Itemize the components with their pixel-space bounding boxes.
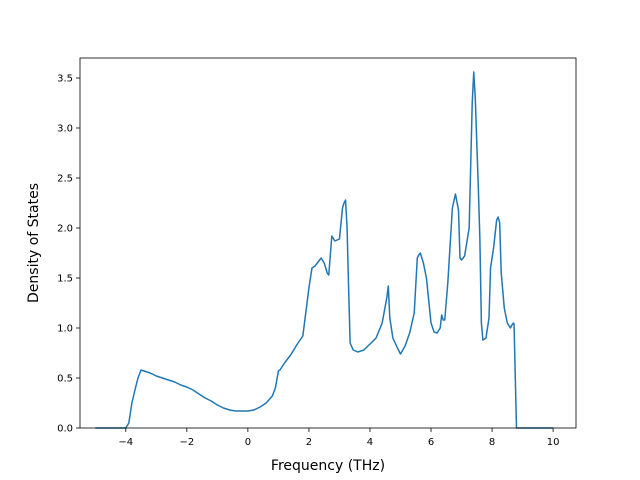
plot-frame <box>79 57 577 429</box>
x-tick-label: 10 <box>547 437 560 448</box>
y-tick-label: 1.0 <box>57 324 73 335</box>
y-tick-label: 0.5 <box>57 374 73 385</box>
dos-series-line <box>95 71 554 429</box>
y-tick-label: 0.0 <box>57 424 73 435</box>
plot-background <box>80 58 576 428</box>
y-axis-label: Density of States <box>26 183 42 303</box>
x-tick-label: 2 <box>306 437 312 448</box>
x-tick-label: 8 <box>489 437 495 448</box>
y-tick-label: 3.0 <box>57 124 73 135</box>
x-tick-label: 0 <box>245 437 251 448</box>
x-tick-label: −4 <box>118 437 133 448</box>
x-tick-label: −2 <box>179 437 194 448</box>
y-tick-label: 2.0 <box>57 224 73 235</box>
y-tick-label: 3.5 <box>57 74 73 85</box>
y-tick-label: 2.5 <box>57 174 73 185</box>
x-tick-label: 4 <box>367 437 373 448</box>
y-axis-ticks: 0.0 0.5 1.0 1.5 2.0 2.5 3.0 3.5 <box>57 74 80 435</box>
y-tick-label: 1.5 <box>57 274 73 285</box>
x-axis-label: Frequency (THz) <box>271 458 385 474</box>
x-axis-ticks: −4 −2 0 2 4 6 8 10 <box>118 428 559 448</box>
x-tick-label: 6 <box>428 437 434 448</box>
